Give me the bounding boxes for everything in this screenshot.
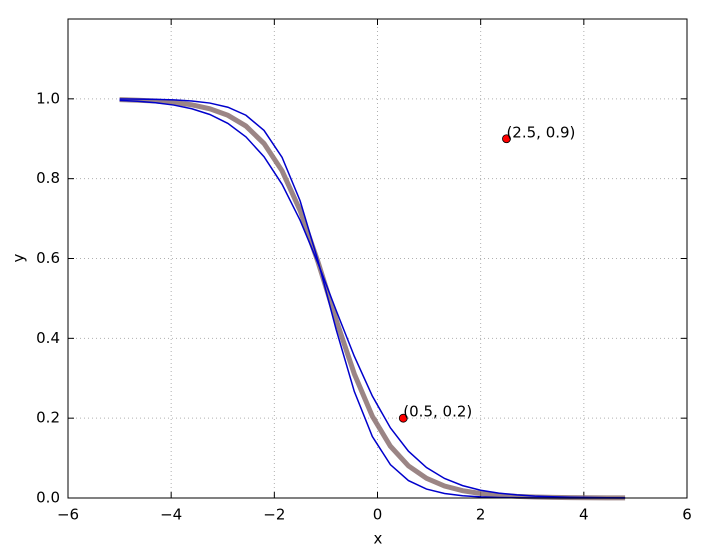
x-tick-label: 0	[373, 506, 383, 524]
plot-frame	[67, 18, 688, 499]
y-tick-label: 0.6	[36, 249, 60, 267]
y-tick-label: 1.0	[36, 89, 60, 107]
y-axis-label: y	[10, 253, 28, 262]
x-tick-label: −6	[57, 506, 79, 524]
point	[398, 413, 408, 423]
y-tick-label: 0.8	[36, 169, 60, 187]
annotation: (0.5, 0.2)	[403, 403, 472, 421]
y-tick-label: 0.4	[36, 329, 60, 347]
x-tick-label: 4	[579, 506, 589, 524]
x-tick-label: 6	[682, 506, 692, 524]
x-tick-label: −2	[263, 506, 285, 524]
y-tick-label: 0.0	[36, 489, 60, 507]
line	[119, 98, 626, 499]
x-axis-label: x	[374, 530, 383, 548]
x-tick-label: 2	[476, 506, 486, 524]
line	[119, 97, 626, 501]
line	[119, 99, 626, 499]
y-tick-label: 0.2	[36, 409, 60, 427]
point	[502, 134, 511, 144]
annotation: (2.5, 0.9)	[506, 123, 575, 141]
x-tick-label: −4	[160, 506, 182, 524]
